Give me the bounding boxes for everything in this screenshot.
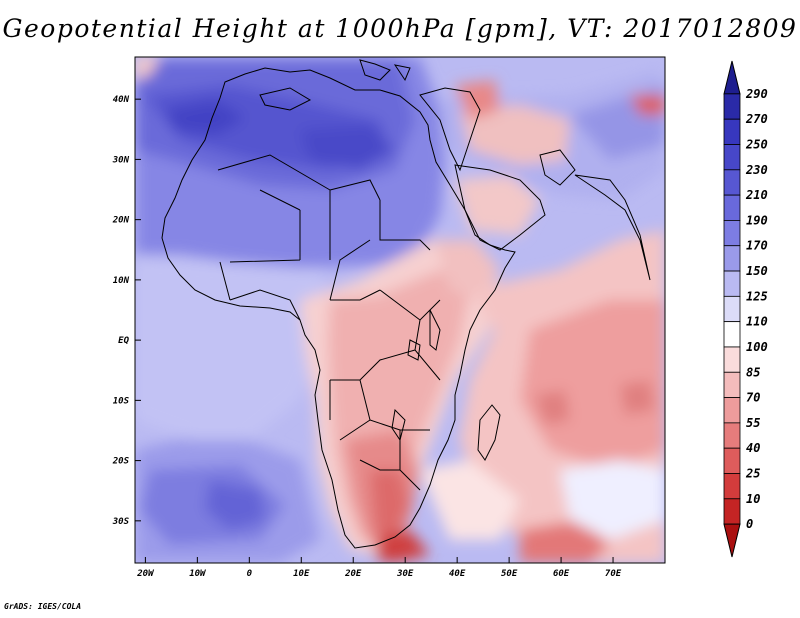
colorbar-label: 25 [745,466,760,480]
x-tick-label: 50E [501,569,518,579]
y-tick-label: 30N [112,155,130,165]
y-tick-label: 30S [112,517,130,527]
longitude-axis: 20W 10W 0 10E 20E 30E 40E 50E 60E 70E [136,557,622,579]
x-tick-label: 10W [189,569,207,579]
colorbar-label: 40 [746,441,760,455]
colorbar-label: 10 [746,492,760,506]
y-tick-label: 20N [112,216,130,226]
x-tick-label: 70E [605,569,622,579]
colorbar-swatch [723,321,741,348]
colorbar: 2902702502302101901701501251101008570554… [723,60,768,558]
colorbar-label: 250 [745,138,768,152]
x-tick-label: 0 [247,569,253,579]
y-tick-label: 10N [113,276,130,286]
map-frame [134,56,666,564]
colorbar-label: 100 [746,340,768,354]
colorbar-swatch [723,194,741,221]
y-tick-label: 20S [112,457,130,467]
colorbar-swatch [723,498,741,525]
colorbar-label: 125 [746,289,768,303]
colorbar-swatch [723,422,741,449]
colorbar-label: 110 [746,315,768,329]
colorbar-swatch [723,473,741,500]
x-tick-label: 40E [449,569,466,579]
colorbar-swatch [723,371,741,398]
colorbar-label: 170 [746,239,768,253]
x-tick-label: 30E [396,569,414,579]
colorbar-label: 230 [745,163,768,177]
x-tick-label: 60E [553,569,570,579]
x-tick-label: 20E [344,569,362,579]
x-tick-label: 10E [293,569,310,579]
colorbar-top-arrow [723,60,741,95]
colorbar-label: 270 [745,112,768,126]
colorbar-swatch [723,397,741,424]
colorbar-bottom-arrow [723,523,741,558]
colorbar-swatch [723,447,741,474]
y-tick-label: EQ [118,336,129,346]
map-title: Geopotential Height at 1000hPa [gpm], VT… [2,14,798,43]
y-tick-label: 10S [113,396,130,406]
colorbar-swatch [723,144,741,171]
colorbar-label: 150 [746,264,768,278]
colorbar-label: 190 [746,213,768,227]
colorbar-swatch [723,295,741,323]
coastlines [161,59,651,549]
colorbar-swatch [723,169,741,196]
colorbar-label: 290 [745,87,768,101]
x-tick-label: 20W [136,569,155,579]
colorbar-label: 70 [746,391,760,405]
latitude-axis: 40N 30N 20N 10N EQ 10S 20S 30S [112,95,141,527]
colorbar-swatch [723,270,741,297]
colorbar-label: 210 [745,188,768,202]
colorbar-label: 85 [746,365,760,379]
colorbar-swatch [723,346,741,373]
colorbar-label: 0 [746,517,753,531]
contour-field [135,57,665,563]
y-tick-label: 40N [113,95,130,105]
footer-credit: GrADS: IGES/COLA [4,602,82,611]
colorbar-swatch [723,220,741,247]
colorbar-swatch [723,245,741,272]
colorbar-swatch [723,118,741,145]
colorbar-swatch [723,93,741,120]
colorbar-label: 55 [746,416,760,430]
